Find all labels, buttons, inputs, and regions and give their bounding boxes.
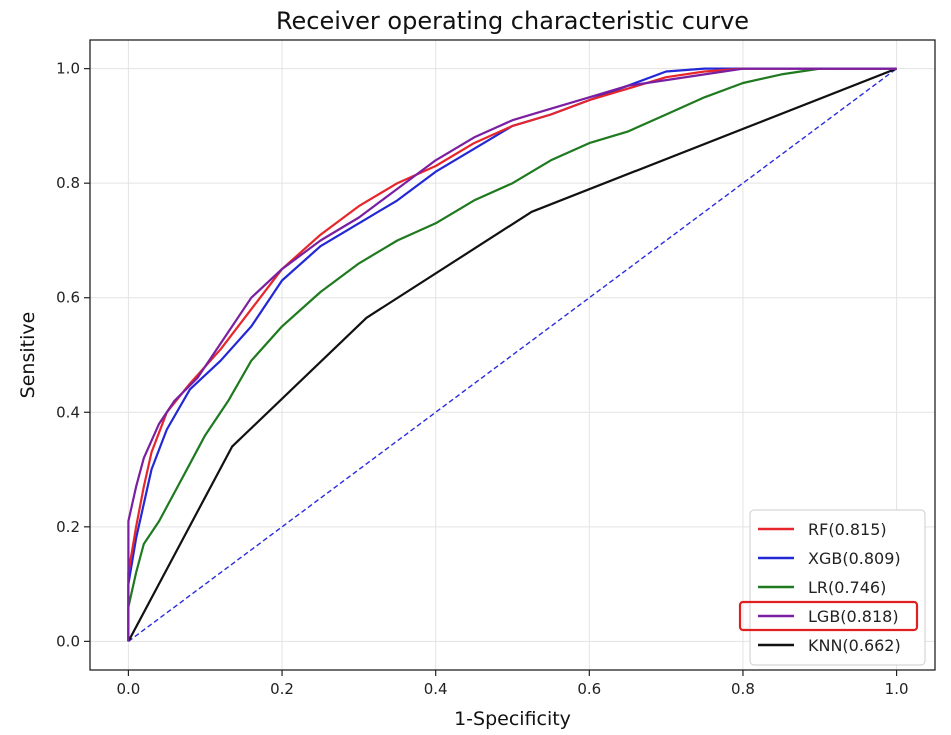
legend-entry: LGB(0.818) bbox=[808, 607, 899, 626]
legend: RF(0.815) XGB(0.809) LR(0.746) LGB(0.818) KN… bbox=[738, 509, 926, 666]
x-axis-label: 1-Specificity bbox=[454, 708, 571, 730]
legend-box bbox=[749, 509, 926, 666]
legend-entry: XGB(0.809) bbox=[808, 549, 901, 568]
y-axis-label: Sensitive bbox=[17, 312, 39, 399]
series-lines bbox=[127, 67, 898, 642]
axis-ticks: 0.0 0.2 0.4 0.6 0.8 1.0 0.0 0.2 0.4 0.6 0.8 1.0 bbox=[56, 60, 908, 698]
y-tick-label: 0.6 bbox=[56, 289, 80, 307]
legend-entry: RF(0.815) bbox=[808, 520, 887, 539]
y-tick-label: 0.2 bbox=[56, 518, 80, 536]
x-tick-label: 0.4 bbox=[424, 680, 448, 698]
x-tick-label: 0.2 bbox=[270, 680, 294, 698]
x-tick-label: 1.0 bbox=[885, 680, 909, 698]
x-tick-label: 0.8 bbox=[731, 680, 755, 698]
highlight-box bbox=[738, 600, 919, 632]
y-tick-label: 0.8 bbox=[56, 174, 80, 192]
x-tick-label: 0.0 bbox=[116, 680, 140, 698]
knn-series-line bbox=[127, 67, 898, 642]
plot-frame bbox=[89, 39, 936, 671]
y-tick-label: 1.0 bbox=[56, 60, 80, 78]
legend-entry: KNN(0.662) bbox=[808, 636, 901, 655]
legend-entry: LR(0.746) bbox=[808, 578, 886, 597]
chart-title: Receiver operating characteristic curve bbox=[276, 7, 749, 35]
grid bbox=[90, 40, 935, 670]
x-tick-label: 0.6 bbox=[577, 680, 601, 698]
lr-series-line bbox=[127, 67, 897, 642]
y-tick-label: 0.0 bbox=[56, 632, 80, 650]
lgb-series-line bbox=[127, 67, 897, 642]
y-tick-label: 0.4 bbox=[56, 403, 80, 421]
